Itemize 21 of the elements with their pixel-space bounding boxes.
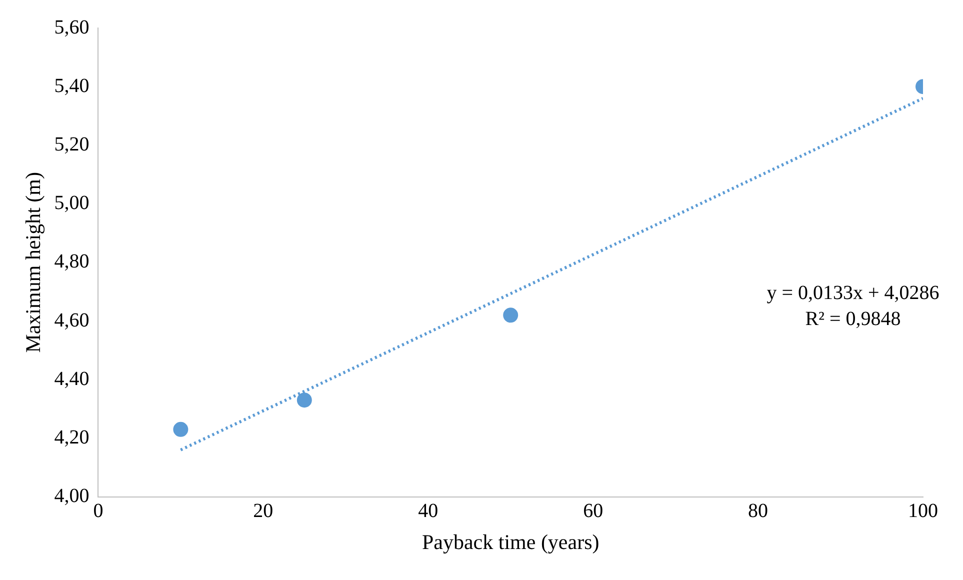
annotation: R² = 0,9848 <box>805 308 901 330</box>
y-tick-label: 5,60 <box>54 16 90 38</box>
point <box>296 392 312 408</box>
y-tick-label: 4,60 <box>54 309 90 332</box>
y-tick-label: 4,20 <box>54 426 90 448</box>
x-tick-label: 20 <box>253 500 274 522</box>
x-tick-label: 100 <box>908 500 938 522</box>
x-tick-label: 80 <box>748 500 768 522</box>
y-tick-label: 4,40 <box>54 368 90 390</box>
y-tick-label: 5,40 <box>54 74 90 97</box>
annotation: y = 0,0133x + 4,0286 <box>766 282 940 304</box>
point <box>173 422 188 437</box>
x-axis-title: Payback time (years) <box>422 530 600 554</box>
x-tick-label: 60 <box>583 500 604 522</box>
y-tick-label: 4,80 <box>54 250 90 273</box>
x-tick-label: 40 <box>418 500 438 522</box>
x-tick-label: 0 <box>93 500 104 522</box>
y-axis-title: Maximum height (m) <box>21 172 46 353</box>
y-tick-label: 5,20 <box>54 133 90 156</box>
y-tick-label: 4,00 <box>54 485 90 508</box>
y-tick-label: 5,00 <box>54 192 90 214</box>
